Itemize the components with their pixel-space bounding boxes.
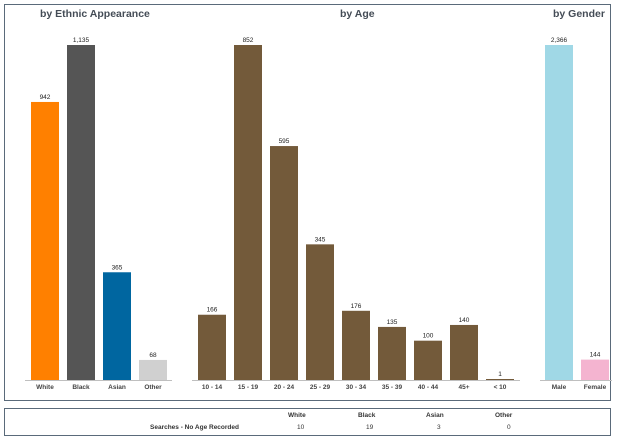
ethnic-chart: 942 White 1,135 Black 365 Asian 68 Other <box>25 37 172 391</box>
age-value-label-30-34: 176 <box>351 303 362 310</box>
age-value-label-10-14: 166 <box>207 307 218 314</box>
age-chart-title: by Age <box>340 8 375 20</box>
age-category-label-40-44: 40 - 44 <box>418 384 439 391</box>
table-value-asian: 3 <box>437 424 441 431</box>
gender-value-label-male: 2,366 <box>551 37 568 44</box>
gender-category-label-female: Female <box>584 384 607 391</box>
age-bar-45 <box>450 324 478 380</box>
ethnic-bar-other <box>139 359 167 380</box>
ethnic-value-label-black: 1,135 <box>73 37 90 44</box>
age-value-label-40-44: 100 <box>423 333 434 340</box>
ethnic-bar-asian <box>103 272 131 380</box>
ethnic-bar-white <box>31 101 59 381</box>
age-value-label-35-39: 135 <box>387 319 398 326</box>
age-bar-20-24 <box>270 146 298 380</box>
age-chart: 166 10 - 14 852 15 - 19 595 20 - 24 345 25 - 29… <box>192 37 520 391</box>
age-bar-30-34 <box>342 310 370 380</box>
table-col-black: Black <box>358 412 376 419</box>
ethnic-category-label-asian: Asian <box>108 384 126 391</box>
gender-bar-female <box>581 359 609 380</box>
charts-panel <box>4 4 611 401</box>
age-value-label-45: 140 <box>459 317 470 324</box>
ethnic-category-label-black: Black <box>72 384 90 391</box>
table-value-black: 19 <box>366 424 374 431</box>
ethnic-category-label-white: White <box>36 384 54 391</box>
age-value-label-20-24: 595 <box>279 138 290 145</box>
age-bar-15-19 <box>234 45 262 380</box>
table-value-white: 10 <box>297 424 305 431</box>
table-col-other: Other <box>495 412 513 419</box>
bar-charts: 942 White 1,135 Black 365 Asian 68 Other 166 10 … <box>25 37 612 391</box>
age-category-label-20-24: 20 - 24 <box>274 384 295 391</box>
age-category-label-25-29: 25 - 29 <box>310 384 331 391</box>
gender-value-label-female: 144 <box>590 352 601 359</box>
ethnic-category-label-other: Other <box>144 384 162 391</box>
table-col-asian: Asian <box>426 412 444 419</box>
gender-chart: 2,366 Male 144 Female <box>540 37 612 391</box>
age-bar-10 <box>486 379 514 380</box>
table-row-label: Searches - No Age Recorded <box>150 424 239 431</box>
age-bar-40-44 <box>414 340 442 380</box>
ethnic-value-label-asian: 365 <box>112 264 123 271</box>
age-bar-10-14 <box>198 314 226 380</box>
table-col-white: White <box>288 412 306 419</box>
age-category-label-30-34: 30 - 34 <box>346 384 367 391</box>
ethnic-value-label-other: 68 <box>149 352 157 359</box>
no-age-table <box>4 408 611 436</box>
ethnic-bar-black <box>67 45 95 380</box>
age-category-label-45: 45+ <box>458 384 469 391</box>
age-bar-25-29 <box>306 244 334 380</box>
age-category-label-10: < 10 <box>494 384 507 391</box>
table-value-other: 0 <box>507 424 511 431</box>
gender-chart-title: by Gender <box>553 8 605 20</box>
age-value-label-15-19: 852 <box>243 37 254 44</box>
ethnic-value-label-white: 942 <box>40 94 51 101</box>
age-category-label-35-39: 35 - 39 <box>382 384 403 391</box>
ethnic-chart-title: by Ethnic Appearance <box>40 8 150 20</box>
age-category-label-15-19: 15 - 19 <box>238 384 259 391</box>
gender-category-label-male: Male <box>552 384 567 391</box>
age-category-label-10-14: 10 - 14 <box>202 384 223 391</box>
age-value-label-10: 1 <box>498 371 502 378</box>
age-bar-35-39 <box>378 326 406 380</box>
age-value-label-25-29: 345 <box>315 236 326 243</box>
gender-bar-male <box>545 45 573 380</box>
